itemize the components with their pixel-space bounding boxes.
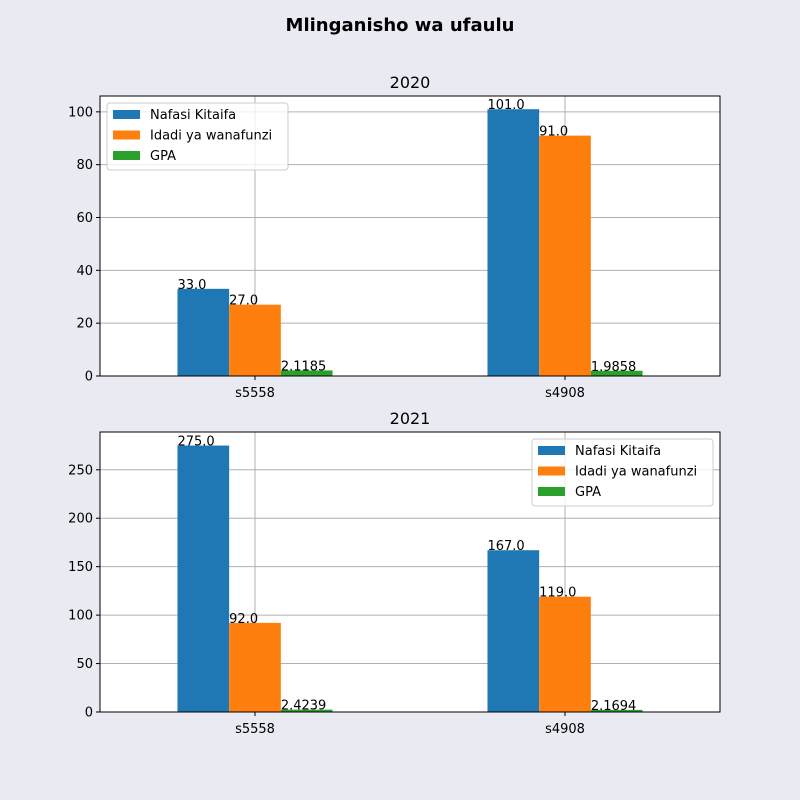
chart-2020: 2020 0 20 40 60 80 100 s5558 s4908 33.0 101.0 27.0…: [68, 73, 721, 401]
bar: [229, 622, 281, 712]
y-tick-label: 100: [68, 609, 93, 624]
data-label: 1.9858: [591, 360, 637, 375]
data-label: 119.0: [539, 586, 576, 601]
bar: [487, 109, 540, 376]
legend-entry: Nafasi Kitaifa: [575, 444, 661, 459]
data-label: 91.0: [539, 125, 568, 140]
legend-entry: GPA: [150, 149, 176, 164]
legend: Nafasi Kitaifa Idadi ya wanafunzi GPA: [531, 438, 714, 507]
data-label: 167.0: [487, 539, 524, 554]
legend-entry: Idadi ya wanafunzi: [575, 465, 697, 480]
legend-entry: GPA: [575, 485, 601, 500]
y-tick-label: 100: [68, 105, 93, 120]
legend-swatch: [113, 110, 140, 119]
legend-swatch: [538, 466, 565, 476]
legend-swatch: [538, 446, 565, 455]
data-label: 2.4239: [281, 699, 327, 714]
chart-2021: 2021 0 50 100 150 200 250 s5558 s4908 275.0 167.0…: [68, 409, 721, 737]
bar: [280, 709, 333, 712]
x-tick-label: s4908: [545, 386, 585, 401]
legend: Nafasi Kitaifa Idadi ya wanafunzi GPA: [106, 102, 289, 171]
bar: [590, 370, 643, 376]
bar: [539, 596, 591, 712]
bar: [177, 445, 230, 712]
legend-swatch: [113, 130, 140, 140]
x-tick-label: s5558: [235, 722, 275, 737]
data-label: 2.1185: [281, 359, 327, 374]
x-tick-label: s5558: [235, 386, 275, 401]
data-label: 33.0: [177, 278, 206, 293]
legend-entry: Nafasi Kitaifa: [150, 108, 236, 123]
bar: [487, 550, 540, 712]
data-label: 27.0: [229, 294, 258, 309]
bar: [539, 135, 591, 376]
chart-title: 2020: [390, 73, 431, 92]
x-tick-label: s4908: [545, 722, 585, 737]
y-tick-label: 0: [85, 370, 93, 385]
figure-title: Mlinganisho wa ufaulu: [286, 15, 515, 36]
y-tick-label: 50: [76, 657, 93, 672]
y-tick-label: 60: [76, 211, 93, 226]
data-label: 2.1694: [591, 699, 637, 714]
data-label: 275.0: [177, 435, 214, 450]
data-label: 101.0: [487, 98, 524, 113]
axes-frame: [99, 95, 721, 377]
y-tick-label: 80: [76, 158, 93, 173]
bar: [590, 709, 643, 712]
bar: [280, 370, 333, 376]
y-tick-label: 200: [68, 512, 93, 527]
y-tick-label: 40: [76, 264, 93, 279]
data-label: 92.0: [229, 612, 258, 627]
y-tick-label: 0: [85, 706, 93, 721]
bar: [229, 304, 281, 376]
axes-frame: [99, 431, 721, 713]
y-tick-label: 150: [68, 560, 93, 575]
chart-title: 2021: [390, 409, 431, 428]
y-tick-label: 250: [68, 463, 93, 478]
legend-swatch: [113, 151, 140, 160]
legend-box: [531, 438, 714, 507]
legend-entry: Idadi ya wanafunzi: [150, 129, 272, 144]
y-tick-label: 20: [76, 317, 93, 332]
bar: [177, 288, 230, 376]
legend-swatch: [538, 487, 565, 496]
legend-box: [106, 102, 289, 171]
